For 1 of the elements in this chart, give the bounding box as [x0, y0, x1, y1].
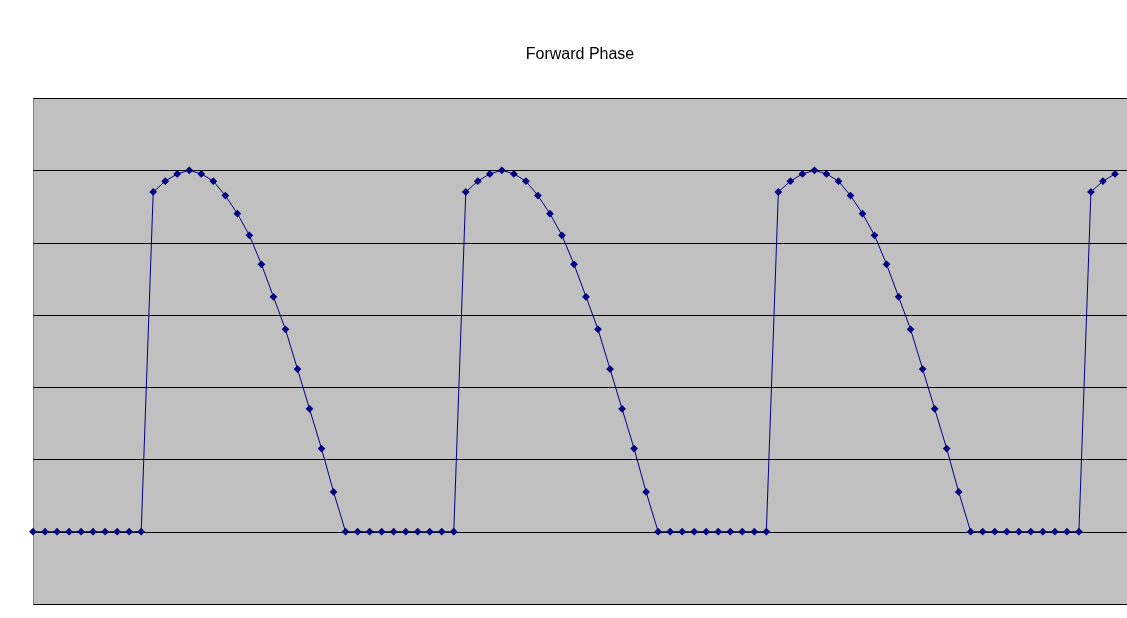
chart-title: Forward Phase — [525, 45, 635, 62]
